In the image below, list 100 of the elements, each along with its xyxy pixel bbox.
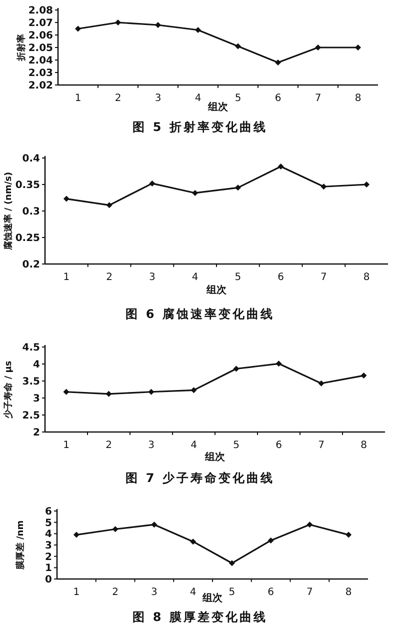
x-tick-label: 2	[106, 440, 112, 451]
point	[112, 526, 118, 532]
y-tick-label: 4	[33, 360, 40, 370]
x-tick-label: 7	[320, 272, 327, 283]
point	[320, 184, 327, 190]
y-tick-label: 0	[45, 574, 52, 586]
x-tick-label: 8	[360, 440, 367, 451]
point	[233, 366, 240, 372]
x-tick-label: 6	[274, 93, 282, 104]
point	[276, 360, 282, 367]
point	[355, 44, 361, 50]
point	[192, 190, 198, 196]
x-axis-title: 组次	[204, 451, 226, 463]
point	[155, 22, 161, 28]
point	[318, 380, 324, 386]
point	[315, 44, 321, 50]
text: 图 5 折射率变化曲线	[132, 120, 268, 134]
x-tick-label: 2	[112, 587, 118, 598]
y-tick-label: 2.03	[28, 68, 54, 79]
x-tick-label: 2	[106, 272, 112, 283]
point	[346, 532, 352, 538]
x-tick-label: 1	[63, 272, 70, 283]
point	[360, 372, 367, 379]
y-tick-label: 3	[45, 540, 52, 552]
y-axis-title: 少子寿命 / μs	[3, 360, 14, 420]
x-tick-label: 1	[73, 587, 80, 598]
y-axis-title: 膜厚差 /nm	[15, 520, 26, 571]
point	[190, 538, 196, 545]
point	[228, 560, 235, 566]
x-tick-label: 8	[354, 93, 362, 104]
y-tick-label: 2.07	[28, 18, 54, 29]
y-tick-label: 0.4	[22, 154, 40, 164]
y-tick-label: 2.05	[28, 43, 54, 54]
y-tick-label: 0.35	[15, 180, 40, 191]
x-axis-title: 组次	[202, 592, 224, 604]
x-tick-label: 4	[190, 587, 196, 598]
y-tick-label: 6	[45, 506, 52, 518]
x-axis-title: 组次	[207, 101, 229, 113]
y-tick-label: 3	[33, 394, 40, 404]
x-tick-label: 3	[149, 272, 156, 283]
x-tick-label: 7	[314, 93, 322, 104]
point	[75, 26, 81, 32]
x-tick-label: 3	[151, 587, 158, 598]
point	[63, 388, 70, 395]
text: 图 7 少子寿命变化曲线	[126, 471, 274, 485]
x-axis-title: 组次	[206, 284, 228, 296]
x-tick-label: 4	[190, 440, 197, 451]
point	[63, 196, 70, 202]
point	[235, 43, 241, 50]
point	[268, 537, 274, 544]
y-tick-label: 2	[45, 552, 52, 563]
y-tick-label: 2.06	[28, 30, 54, 42]
x-tick-label: 1	[63, 440, 70, 451]
x-tick-label: 6	[276, 440, 282, 451]
y-tick-label: 2.5	[22, 410, 40, 422]
x-tick-label: 8	[363, 272, 370, 283]
x-tick-label: 3	[148, 440, 154, 451]
x-tick-label: 5	[233, 440, 240, 451]
x-tick-label: 7	[306, 587, 313, 598]
y-tick-label: 2	[33, 428, 40, 438]
point	[106, 202, 112, 208]
x-tick-label: 3	[154, 93, 162, 104]
x-tick-label: 2	[114, 93, 122, 104]
point	[151, 522, 158, 528]
x-tick-label: 7	[318, 440, 324, 451]
x-tick-label: 6	[268, 587, 274, 598]
point	[148, 388, 154, 395]
point	[190, 387, 197, 394]
text: 图 6 腐蚀速率变化曲线	[126, 307, 274, 321]
point	[106, 390, 112, 397]
point	[73, 532, 80, 538]
point	[195, 27, 201, 33]
x-tick-label: 5	[234, 93, 242, 104]
point	[278, 163, 284, 170]
x-tick-label: 4	[194, 93, 202, 104]
point	[306, 522, 313, 528]
x-tick-label: 8	[345, 587, 352, 598]
y-tick-label: 2.04	[28, 56, 54, 66]
y-tick-label: 2.02	[28, 80, 54, 92]
point	[364, 182, 370, 188]
y-tick-label: 0.25	[15, 233, 40, 244]
y-tick-label: 5	[45, 518, 52, 529]
y-tick-label: 4.5	[22, 342, 40, 354]
x-tick-label: 5	[228, 587, 236, 598]
x-tick-label: 4	[192, 272, 198, 283]
y-tick-label: 2.08	[28, 6, 54, 16]
y-tick-label: 1	[45, 563, 52, 574]
y-tick-label: 4	[45, 529, 52, 540]
x-tick-label: 6	[278, 272, 284, 283]
y-axis-title: 折射率	[16, 34, 27, 62]
y-tick-label: 0.2	[22, 260, 40, 270]
text: 图 8 膜厚差变化曲线	[132, 610, 268, 624]
y-tick-label: 0.3	[22, 206, 40, 218]
point	[115, 20, 121, 26]
x-tick-label: 1	[74, 93, 82, 104]
point	[234, 184, 241, 191]
point	[275, 60, 281, 66]
y-axis-title: 腐蚀速率 / (nm/s)	[3, 172, 14, 252]
x-tick-label: 5	[234, 272, 242, 283]
y-tick-label: 3.5	[22, 376, 40, 388]
